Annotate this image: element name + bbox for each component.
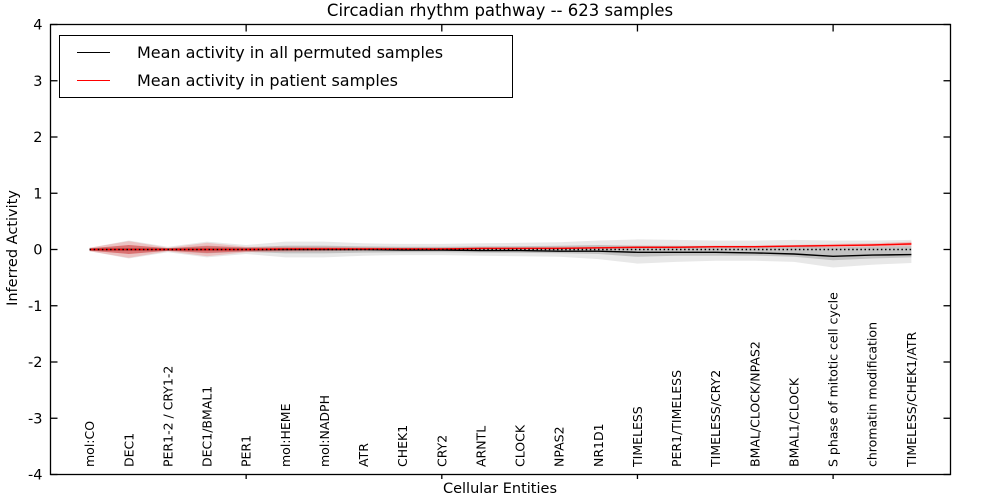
y-tick-label: 3 [33,74,42,90]
x-category-label: PER1/TIMELESS [669,370,684,467]
chart-title: Circadian rhythm pathway -- 623 samples [326,1,674,20]
x-category-label: ARNTL [473,426,488,467]
permuted-line-swatch-icon [77,52,110,54]
y-tick-label: 4 [33,18,42,34]
x-category-label: NR1D1 [591,423,606,467]
x-axis-label: Cellular Entities [442,481,558,497]
legend-box: Mean activity in all permuted samples Me… [59,35,513,98]
x-category-label: chromatin modification [865,322,880,467]
patient-line-swatch-icon [77,79,110,81]
y-tick-label: 2 [33,130,42,146]
y-tick-label: 1 [33,186,42,202]
x-category-label: CHEK1 [395,425,410,467]
x-category-label: PER1-2 / CRY1-2 [160,366,175,467]
x-category-label: NPAS2 [552,426,567,467]
mean-activity-in-patient-samples-line [89,243,912,251]
x-category-label: mol:CO [82,421,97,467]
x-category-label: CLOCK [513,424,528,467]
legend-item-permuted: Mean activity in all permuted samples [60,40,512,66]
x-category-label: TIMELESS [630,406,645,468]
x-category-label: DEC1 [121,433,136,467]
x-category-label: BMAL1/CLOCK [787,377,802,467]
x-category-label: mol:NADPH [317,395,332,467]
legend-item-patient: Mean activity in patient samples [60,67,512,93]
x-category-label: BMAL/CLOCK/NPAS2 [747,341,762,467]
x-category-label: TIMELESS/CHEK1/ATR [904,331,919,468]
y-tick-label: -4 [28,468,42,484]
y-tick-label: -3 [28,411,42,427]
x-category-label: mol:HEME [278,403,293,467]
y-tick-label: 0 [33,243,42,259]
legend-label-permuted: Mean activity in all permuted samples [137,43,444,63]
y-axis-label: Inferred Activity [5,190,21,306]
legend-label-patient: Mean activity in patient samples [137,70,398,90]
x-category-label: DEC1/BMAL1 [200,386,215,467]
y-tick-label: -2 [28,355,42,371]
x-category-label: PER1 [239,435,254,467]
x-category-label: ATR [356,443,371,467]
x-category-label: S phase of mitotic cell cycle [826,292,841,467]
x-category-label: CRY2 [434,435,449,467]
x-category-label: TIMELESS/CRY2 [708,370,723,468]
y-tick-label: -1 [28,299,42,315]
